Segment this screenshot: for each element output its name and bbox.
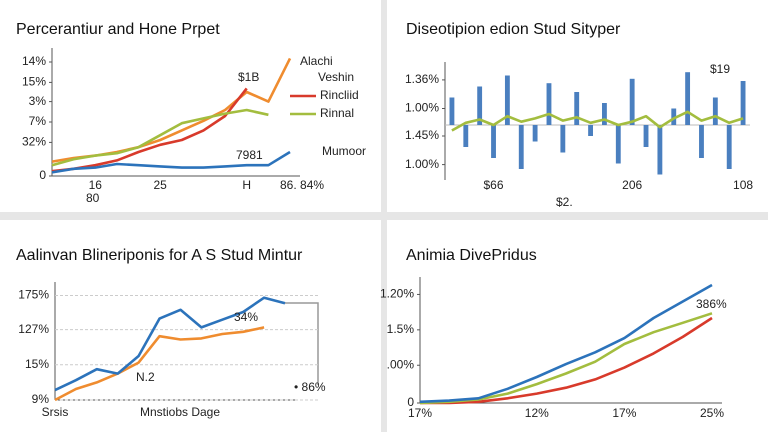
y-tick-label: 14% [22,54,46,68]
annotation: • 86% [294,380,326,394]
chart-title: Animia DivePridus [406,247,537,264]
x-tick-label: 17% [612,406,636,420]
series-line [451,110,744,132]
bar [699,125,704,158]
bar [477,86,483,125]
x-tick-label: 25% [700,406,724,420]
x-axis-label: Mnstiobs Dage [140,405,220,419]
x-tick-label: 12% [525,406,549,420]
y-tick-label: 0 [39,168,46,182]
y-tick-label: 9% [32,392,50,406]
annotation: Veshin [318,70,354,84]
leader-line [285,302,319,385]
bar [712,97,718,125]
bar [671,108,677,125]
chart-title: Diseotipion edion Stud Sityper [406,21,621,38]
annotation: $19 [710,62,730,76]
bar [629,78,635,125]
y-tick-label: 1.45% [405,128,439,142]
legend-label: Rinnal [320,106,354,120]
y-tick-label: 1.36% [405,72,439,86]
series-line [54,296,286,392]
bar [726,125,732,169]
x-tick-label: 25 [154,178,168,192]
x-tick-label: Srsis [42,405,69,419]
bar [588,125,593,136]
annotation: $2. [556,195,573,209]
y-tick-label: 7% [29,114,47,128]
bar [574,92,580,125]
y-tick-label: 3% [29,94,47,108]
series-line [54,326,265,402]
bar [615,125,621,164]
chart-title: Percerantiur and Hone Prpet [16,21,220,38]
y-tick-label: 15% [25,357,49,371]
bar [643,125,649,147]
bar [602,103,607,125]
bar [546,83,552,125]
x-tick-label: 17% [408,406,432,420]
y-tick-label: 1.00% [405,157,439,171]
annotation: 80 [86,191,100,205]
x-tick-label: 206 [622,178,642,192]
annotation: 34% [234,310,258,324]
legend-label: Alachi [300,54,333,68]
series-line [419,283,713,404]
annotation: $1B [238,70,259,84]
annotation: 7981 [236,148,263,162]
series-line [420,316,713,405]
bar [685,72,691,125]
series-line [51,150,291,174]
x-tick-label: H [242,178,251,192]
series-line [51,108,269,167]
bar [740,81,746,125]
y-tick-label: 1.20% [380,287,414,301]
x-tick-label: 16 [89,178,103,192]
bar [449,97,455,125]
y-tick-label: 175% [18,288,49,302]
bar [657,125,663,175]
bar [463,125,469,147]
panel [387,220,768,432]
bar [504,75,510,125]
panel [0,0,381,212]
bar [518,125,524,169]
legend-label: Rincliid [320,88,359,102]
x-tick-label: 108 [733,178,753,192]
y-tick-label: 0 [407,395,414,409]
y-tick-label: 1.5% [387,322,415,336]
y-tick-label: 1.00% [405,101,439,115]
annotation: N.2 [136,370,155,384]
bar [560,125,566,153]
y-tick-label: 15% [22,75,46,89]
y-tick-label: .00% [387,357,415,371]
annotation: 86. 84% [280,178,324,192]
bar [491,125,496,158]
bar [532,125,538,142]
legend-label: Mumoor [322,144,366,158]
chart-title: Aalinvan Blineriponis for A S Stud Mintu… [16,247,303,264]
y-tick-label: 127% [18,322,49,336]
y-tick-label: 32% [22,135,46,149]
x-tick-label: $66 [484,178,504,192]
annotation: 386% [696,297,727,311]
